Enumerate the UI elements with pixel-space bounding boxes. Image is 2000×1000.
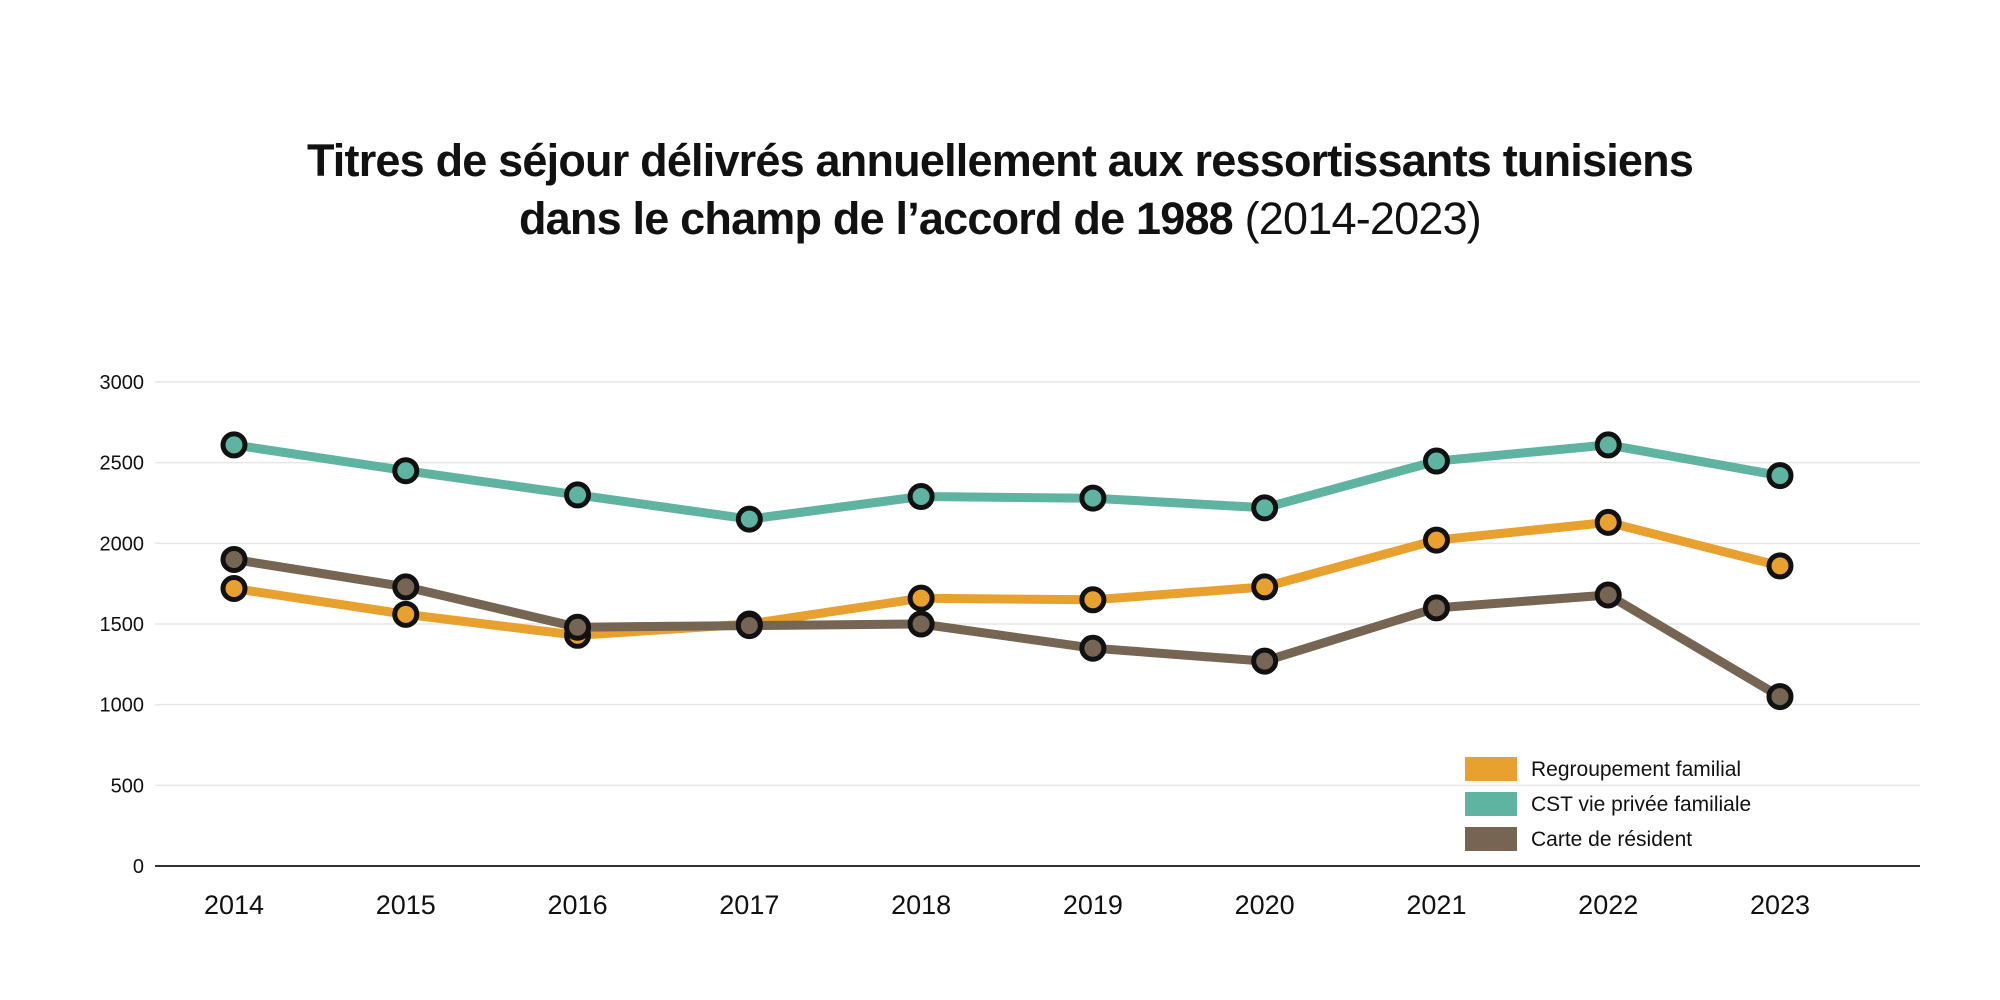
x-tick-label: 2019 <box>1063 890 1123 920</box>
data-point <box>1422 526 1450 554</box>
x-tick-label: 2017 <box>719 890 779 920</box>
x-tick-label: 2022 <box>1578 890 1638 920</box>
data-point <box>392 573 420 601</box>
data-point <box>735 612 763 640</box>
legend: Regroupement familial CST vie privée fami… <box>1465 757 1751 851</box>
series-line-2 <box>229 555 1785 702</box>
y-tick-label: 3000 <box>100 372 145 394</box>
series-line-0 <box>229 517 1785 640</box>
legend-swatch <box>1465 792 1517 816</box>
data-point <box>1766 462 1794 490</box>
data-point <box>1251 647 1279 675</box>
data-point <box>1251 494 1279 522</box>
x-tick-label: 2020 <box>1235 890 1295 920</box>
data-point <box>907 584 935 612</box>
x-tick-label: 2021 <box>1406 890 1466 920</box>
chart-title: Titres de séjour délivrés annuellement a… <box>0 132 2000 248</box>
data-point <box>1079 586 1107 614</box>
legend-label: Carte de résident <box>1531 828 1692 851</box>
data-point <box>220 431 248 459</box>
data-point <box>392 600 420 628</box>
data-point <box>1079 484 1107 512</box>
data-point <box>564 613 592 641</box>
data-point <box>1422 447 1450 475</box>
x-tick-label: 2023 <box>1750 890 1810 920</box>
series-line-1 <box>229 440 1785 524</box>
chart-title-line-2-bold: dans le champ de l’accord de 1988 <box>518 193 1234 244</box>
x-tick-label: 2016 <box>548 890 608 920</box>
legend-swatch <box>1465 827 1517 851</box>
grid-lines <box>155 381 1920 787</box>
data-point <box>1766 552 1794 580</box>
chart-title-line-1: Titres de séjour délivrés annuellement a… <box>306 135 1694 186</box>
x-tick-label: 2018 <box>891 890 951 920</box>
x-axis-ticks: 2014 2015 2016 2017 2018 2019 2020 2021 2022 2023 <box>204 890 1810 920</box>
y-tick-label: 500 <box>111 775 144 797</box>
data-point <box>1594 581 1622 609</box>
series-lines <box>229 440 1785 702</box>
data-point <box>1251 573 1279 601</box>
data-point <box>392 457 420 485</box>
legend-swatch <box>1465 757 1517 781</box>
data-point <box>1594 508 1622 536</box>
series-points <box>220 431 1794 711</box>
data-point <box>735 505 763 533</box>
legend-label: Regroupement familial <box>1531 758 1741 781</box>
data-point <box>1766 683 1794 711</box>
data-point <box>907 610 935 638</box>
data-point <box>564 481 592 509</box>
data-point <box>220 575 248 603</box>
x-tick-label: 2014 <box>204 890 264 920</box>
data-point <box>220 545 248 573</box>
y-tick-label: 2000 <box>100 533 145 555</box>
data-point <box>1422 594 1450 622</box>
data-point <box>1594 431 1622 459</box>
chart-title-period: (2014-2023) <box>1244 193 1482 244</box>
chart-title-line-2: dans le champ de l’accord de 1988 (2014-… <box>0 190 2000 248</box>
x-tick-label: 2015 <box>376 890 436 920</box>
data-point <box>907 483 935 511</box>
y-tick-label: 1500 <box>100 614 145 636</box>
y-tick-label: 2500 <box>100 453 145 475</box>
y-tick-label: 1000 <box>100 695 145 717</box>
data-point <box>1079 634 1107 662</box>
y-axis-ticks: 0 500 1000 1500 2000 2500 3000 <box>100 372 145 878</box>
y-tick-label: 0 <box>133 856 144 878</box>
legend-label: CST vie privée familiale <box>1531 793 1751 816</box>
